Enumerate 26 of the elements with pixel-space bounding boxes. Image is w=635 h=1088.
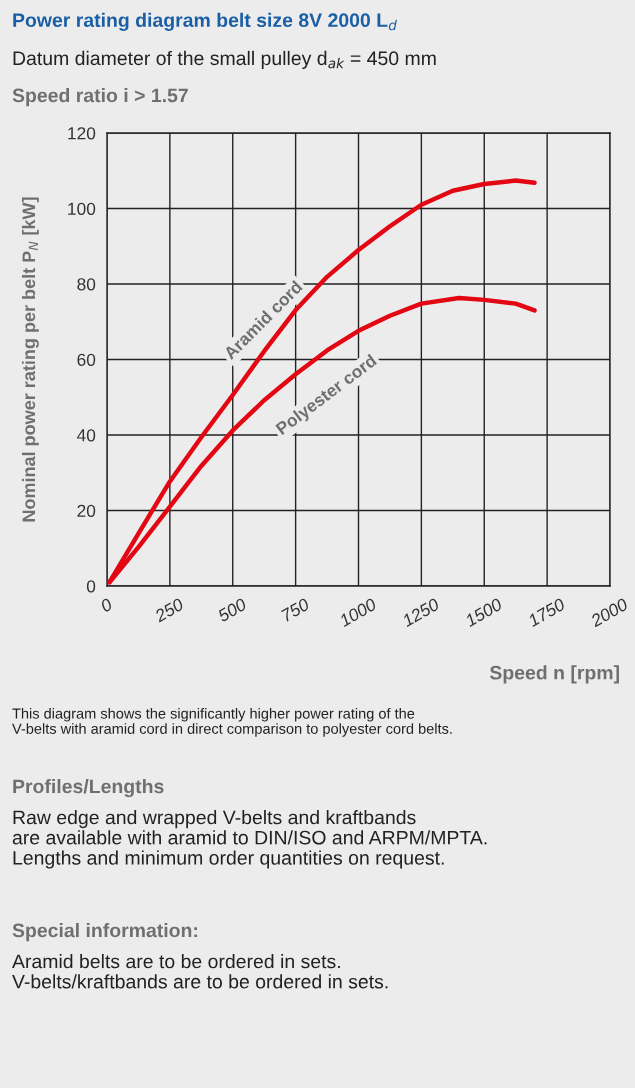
chart-subtitle: Datum diameter of the small pulley d$_{ak}$ = 450 mm xyxy=(13,50,436,69)
x-tick-label: 750 xyxy=(280,597,311,622)
text: This diagram shows the significantly higher power rating of the V-belts with aramid cord in direct comparison to polyester cord belts. xyxy=(12,708,452,737)
x-tick-label: 250 xyxy=(153,597,185,623)
text: Special information: xyxy=(12,923,198,942)
y-tick-label: 20 xyxy=(77,504,96,517)
text: Profiles/Lengths xyxy=(13,779,164,798)
x-tick-label: 1000 xyxy=(338,597,378,628)
x-tick-label: 1750 xyxy=(526,597,567,628)
y-tick-label: 120 xyxy=(68,127,96,140)
x-tick-label: 1250 xyxy=(401,597,441,628)
x-tick-label: 0 xyxy=(99,597,114,613)
x-tick-label: 500 xyxy=(216,597,248,623)
text: Aramid belts are to be ordered in sets. V-belts/kraftbands are to be ordered in sets. xyxy=(12,954,388,989)
chart-title: Power rating diagram belt size 8V 2000 L$_{d}$ xyxy=(13,12,397,31)
text: Raw edge and wrapped V-belts and kraftbands are available with aramid to DIN/ISO and ARPM/MPTA. Lengths and minimum order quantities on request. xyxy=(12,810,487,869)
x-axis-title: Speed n [rpm] xyxy=(489,665,619,684)
y-tick-label: 0 xyxy=(86,580,96,593)
y-tick-label: 100 xyxy=(68,202,96,215)
text: Speed ratio i > 1.57 xyxy=(12,88,188,107)
y-tick-label: 40 xyxy=(76,429,96,442)
x-tick-label: 1500 xyxy=(464,597,504,628)
x-tick-label: 2000 xyxy=(589,597,629,628)
y-tick-label: 60 xyxy=(77,353,96,366)
y-axis-title: Nominal power rating per belt P$_{N}$ [kW] xyxy=(21,197,39,522)
y-tick-label: 80 xyxy=(77,278,96,291)
